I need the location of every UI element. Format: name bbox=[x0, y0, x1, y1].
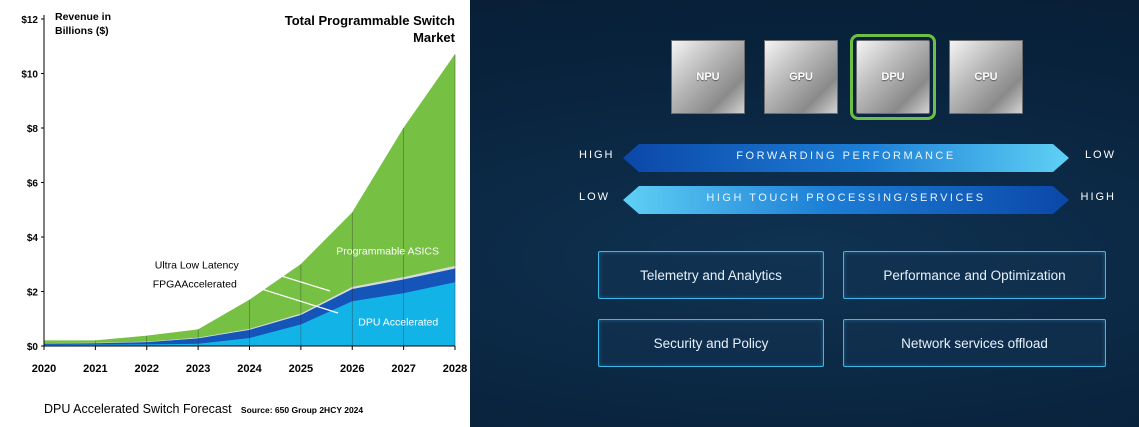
y-tick-label: $0 bbox=[27, 342, 39, 353]
high-touch-processing-arrow: LOW HIGH TOUCH PROCESSING/SERVICES HIGH bbox=[575, 185, 1120, 215]
chart-title: Total Programmable Switch Market bbox=[285, 13, 456, 45]
chart-footer: DPU Accelerated Switch Forecast Source: … bbox=[44, 402, 363, 416]
cpu-chip: CPU bbox=[949, 40, 1023, 114]
security-policy-box: Security and Policy bbox=[598, 319, 824, 367]
y-tick-label: $2 bbox=[27, 288, 39, 299]
arrow2-right-label: HIGH bbox=[1080, 191, 1116, 203]
leader-fpga-accelerated bbox=[248, 284, 339, 314]
arrow1-label: FORWARDING PERFORMANCE bbox=[736, 150, 956, 162]
annotation-fpga-accelerated: FPGAAccelerated bbox=[153, 278, 237, 290]
feature-label-performance: Performance and Optimization bbox=[883, 267, 1066, 283]
y-tick-label: $8 bbox=[27, 124, 39, 135]
y-tick-label: $12 bbox=[21, 15, 38, 26]
x-tick-label: 2023 bbox=[186, 363, 210, 375]
y-tick-label: $4 bbox=[27, 233, 39, 244]
x-tick-label: 2021 bbox=[83, 363, 107, 375]
y-tick-label: $6 bbox=[27, 179, 39, 190]
forecast-chart-panel: $0 $2 $4 $6 $8 $10 $12 2020 2021 2022 2023 2024 2025… bbox=[0, 0, 470, 427]
annotation-ultra-low-latency: Ultra Low Latency bbox=[155, 259, 240, 271]
network-services-box: Network services offload bbox=[843, 319, 1106, 367]
feature-label-security: Security and Policy bbox=[653, 335, 769, 351]
cpu-chip-label: CPU bbox=[974, 71, 998, 83]
arrow2-label: HIGH TOUCH PROCESSING/SERVICES bbox=[706, 192, 986, 204]
dpu-chip: DPU bbox=[850, 34, 936, 120]
dpu-chip-label: DPU bbox=[881, 71, 905, 83]
gpu-chip-label: GPU bbox=[789, 71, 813, 83]
x-tick-label: 2028 bbox=[443, 363, 467, 375]
feature-label-network: Network services offload bbox=[901, 335, 1048, 351]
npu-chip: NPU bbox=[671, 40, 745, 114]
arrow1-shape bbox=[623, 144, 1069, 172]
chart-footer-title: DPU Accelerated Switch Forecast bbox=[44, 402, 232, 416]
annotation-dpu-accelerated: DPU Accelerated bbox=[358, 316, 438, 328]
y-axis-label: Revenue in Billions ($) bbox=[55, 11, 111, 37]
arrow1-left-label: HIGH bbox=[579, 149, 615, 161]
x-tick-label: 2024 bbox=[237, 363, 262, 375]
arrow1-right-label: LOW bbox=[1084, 149, 1116, 161]
leader-ultra-low-latency bbox=[248, 265, 331, 292]
telemetry-analytics-box: Telemetry and Analytics bbox=[598, 251, 824, 299]
forecast-chart: $0 $2 $4 $6 $8 $10 $12 2020 2021 2022 2023 2024 2025… bbox=[21, 11, 467, 375]
y-tick-label: $10 bbox=[21, 70, 38, 81]
feature-label-telemetry: Telemetry and Analytics bbox=[640, 267, 782, 283]
annotation-programmable-asics: Programmable ASICS bbox=[336, 246, 439, 258]
npu-chip-label: NPU bbox=[696, 71, 720, 83]
gpu-chip: GPU bbox=[764, 40, 838, 114]
arrow2-left-label: LOW bbox=[579, 191, 611, 203]
x-tick-label: 2022 bbox=[135, 363, 159, 375]
chart-source: Source: 650 Group 2HCY 2024 bbox=[240, 405, 364, 415]
x-tick-label: 2025 bbox=[289, 363, 313, 375]
x-tick-label: 2026 bbox=[340, 363, 364, 375]
forwarding-performance-arrow: HIGH FORWARDING PERFORMANCE LOW bbox=[575, 143, 1120, 173]
x-tick-label: 2027 bbox=[391, 363, 415, 375]
performance-optimization-box: Performance and Optimization bbox=[843, 251, 1106, 299]
arrow2-shape bbox=[623, 186, 1069, 214]
x-tick-label: 2020 bbox=[32, 363, 56, 375]
